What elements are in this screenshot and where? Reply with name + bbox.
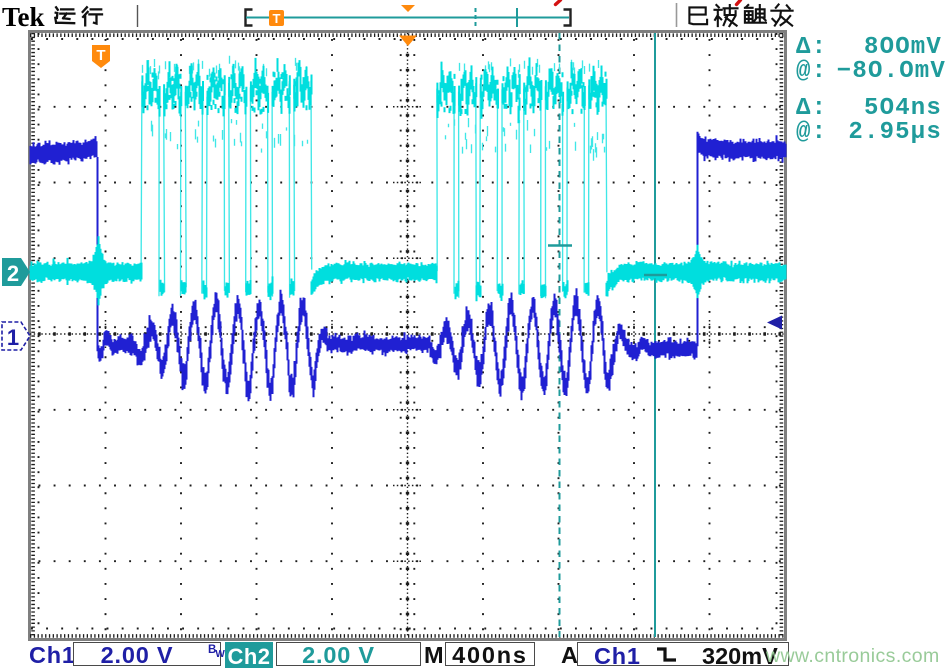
- svg-text:2: 2: [7, 261, 19, 286]
- svg-text:T: T: [273, 11, 281, 26]
- svg-text:T: T: [96, 47, 105, 64]
- svg-text:1: 1: [7, 325, 19, 350]
